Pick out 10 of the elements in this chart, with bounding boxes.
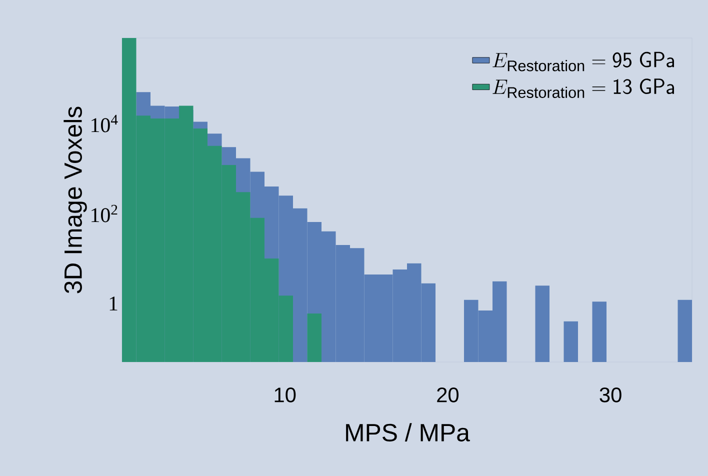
y-tick-label: 1 [110, 296, 118, 310]
x-tick-label: 30 [600, 388, 622, 402]
y-tick-label: 10$^{2}$ [92, 204, 118, 222]
x-tick-label: 10 [274, 388, 296, 402]
x-tick-label: 20 [437, 388, 459, 402]
legend-label: $E_{\mathrm{Restoration}} = \mathsf{13\ GPa}$ [492, 78, 674, 98]
y-tick-label: 10$^{4}$ [92, 114, 118, 132]
x-axis-title: MPS / MPa [346, 423, 470, 442]
legend-label: $E_{\mathrm{Restoration}} = \mathsf{95\ GPa}$ [492, 52, 674, 72]
y-axis-title: 3D Image Voxels [64, 106, 87, 294]
